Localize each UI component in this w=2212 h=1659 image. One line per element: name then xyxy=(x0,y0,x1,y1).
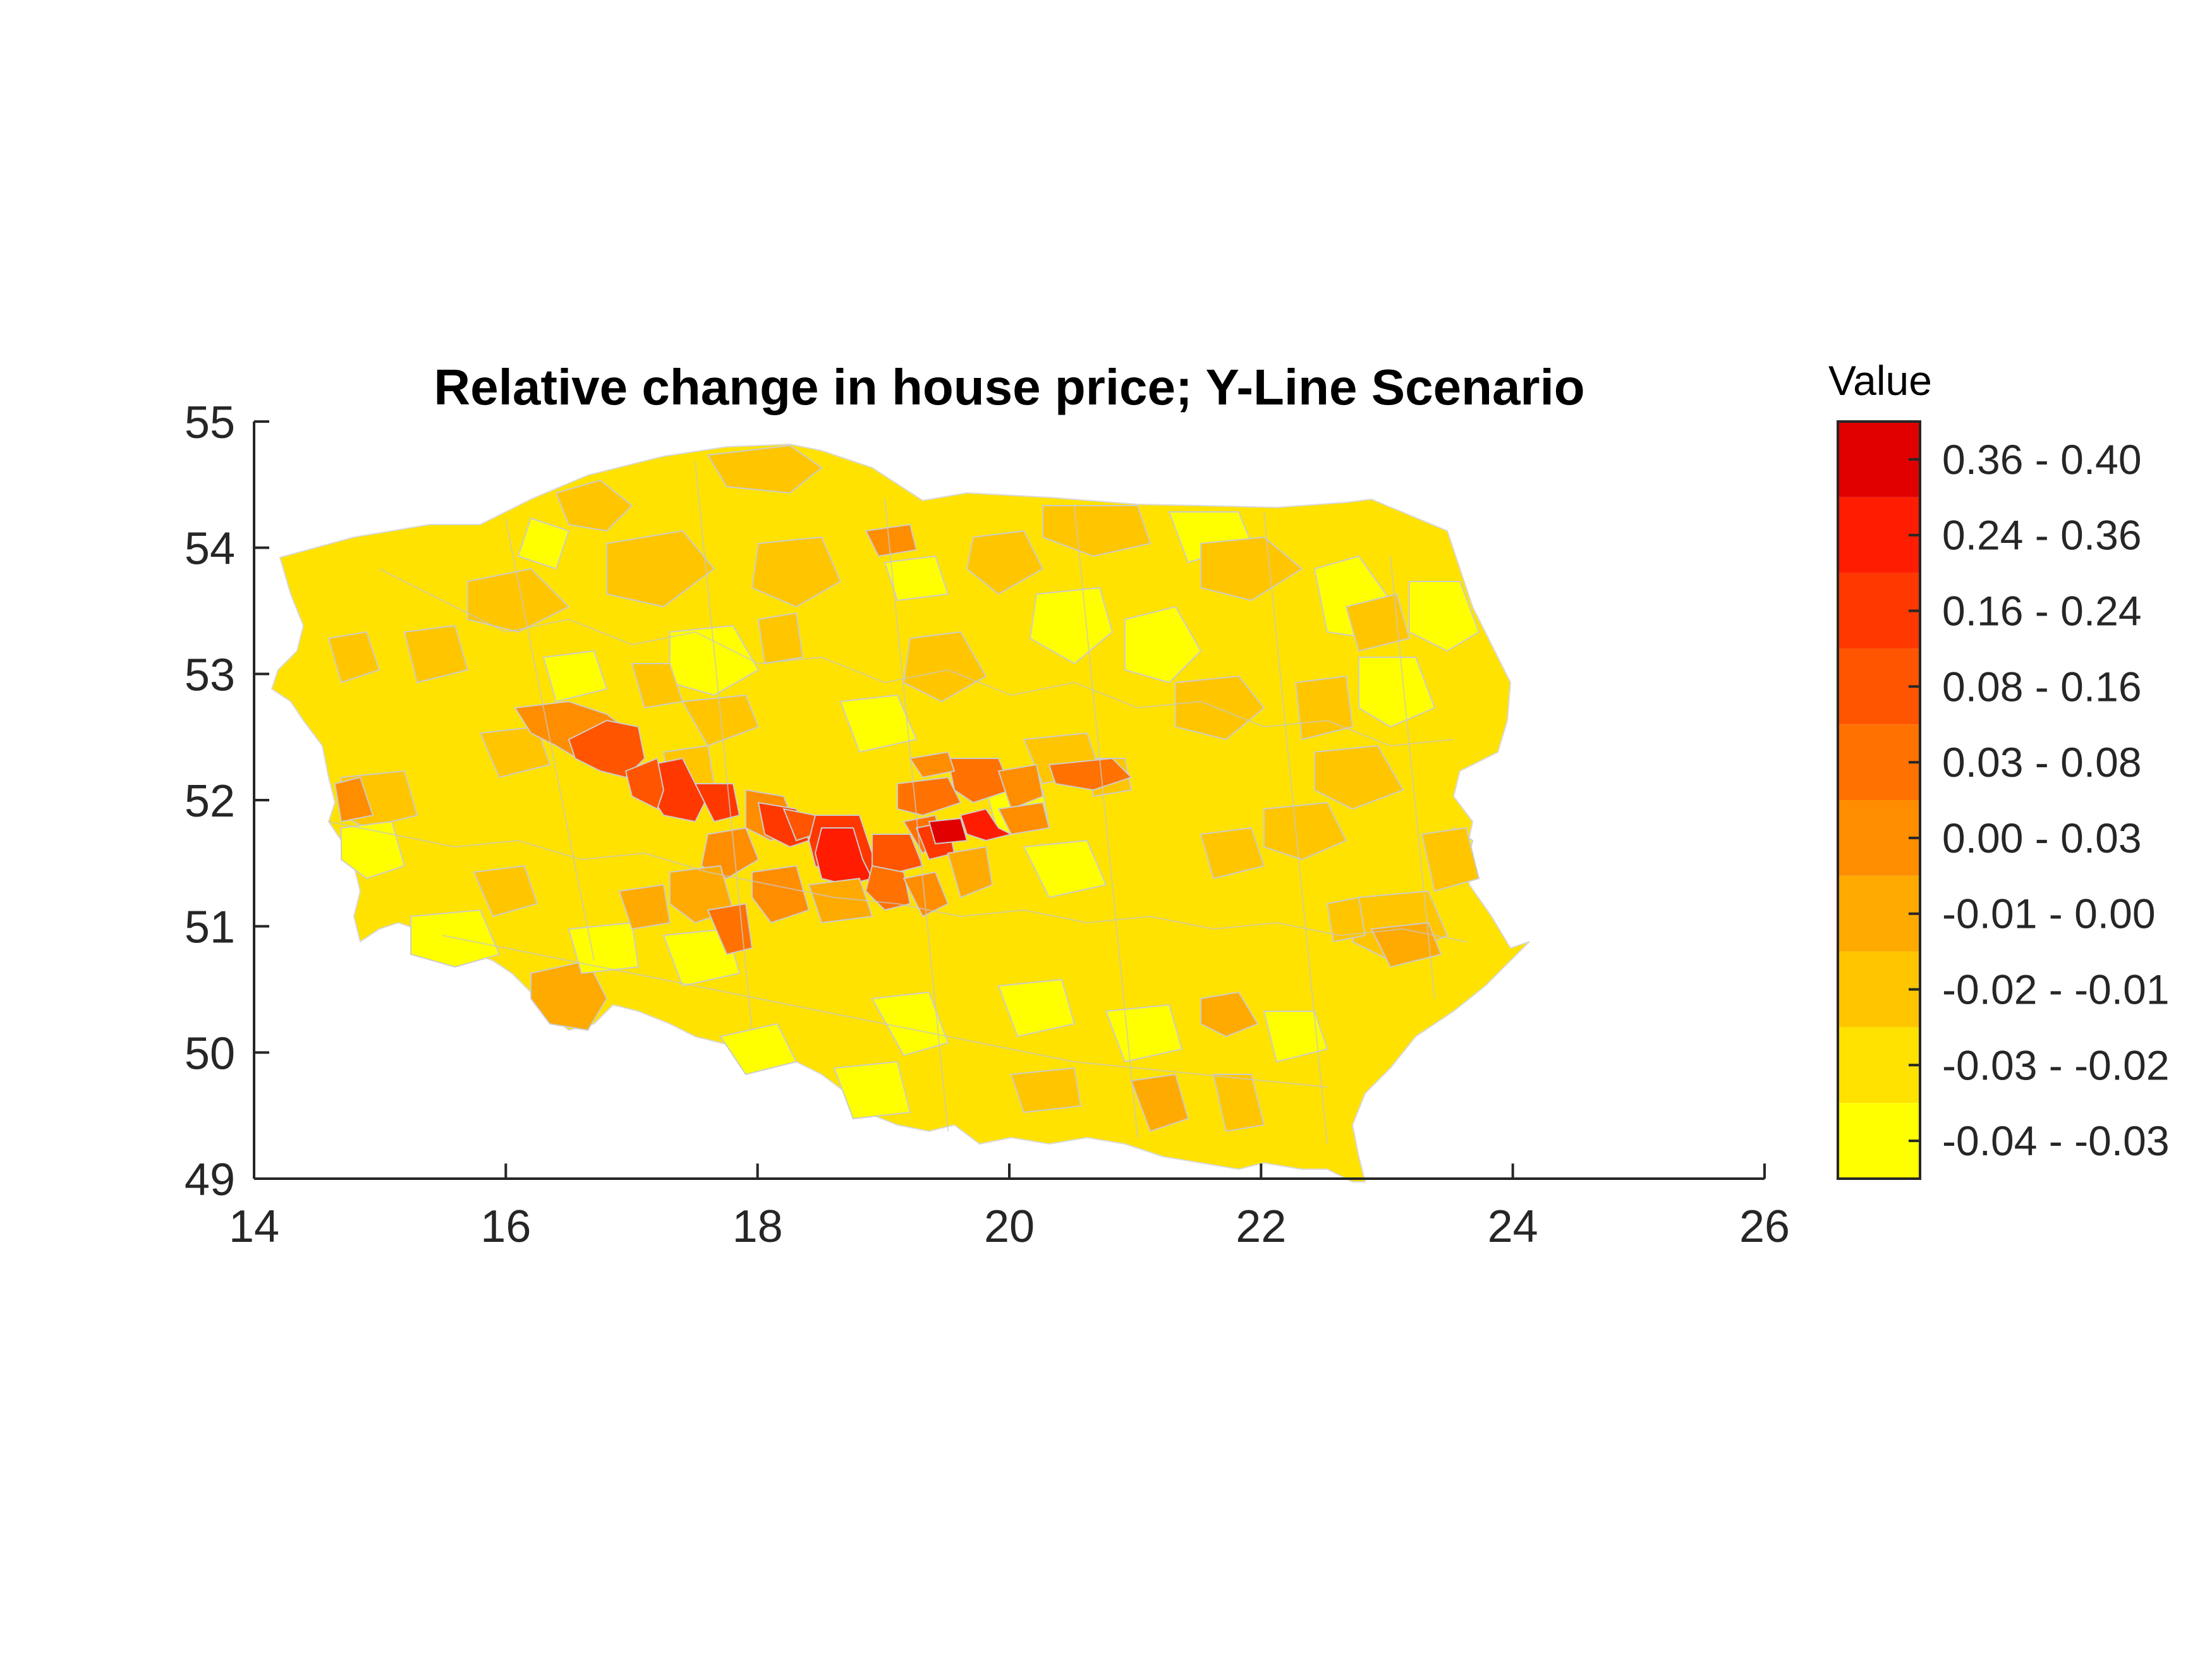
legend-swatch xyxy=(1838,497,1920,573)
legend-label: 0.16 - 0.24 xyxy=(1942,588,2142,635)
legend-title: Value xyxy=(1828,357,1932,404)
legend-swatch xyxy=(1838,422,1920,497)
legend-bins: 0.36 - 0.40 0.24 - 0.36 0.16 - 0.24 0.08 - … xyxy=(1838,422,2170,1179)
chart-title: Relative change in house price; Y-Line S… xyxy=(434,359,1584,415)
legend-frame xyxy=(1837,420,1921,1180)
x-tick-label: 14 xyxy=(229,1201,279,1252)
x-tick-label: 22 xyxy=(1236,1201,1286,1252)
y-tick-label: 53 xyxy=(185,650,235,700)
legend-label: -0.01 - 0.00 xyxy=(1942,890,2156,937)
country-outline xyxy=(270,443,1530,1182)
legend-swatch xyxy=(1838,1103,1920,1179)
x-tick-label: 16 xyxy=(480,1201,531,1252)
y-tick-label: 54 xyxy=(185,524,235,574)
y-tick-label: 50 xyxy=(185,1028,235,1079)
legend-swatch xyxy=(1838,573,1920,649)
district-borders xyxy=(328,461,1467,1145)
x-tick-label: 26 xyxy=(1739,1201,1790,1252)
legend-label: 0.24 - 0.36 xyxy=(1942,512,2142,559)
legend-label: 0.03 - 0.08 xyxy=(1942,739,2142,786)
poland-map xyxy=(270,443,1530,1182)
legend-label: -0.03 - -0.02 xyxy=(1942,1042,2170,1088)
legend-label: 0.00 - 0.03 xyxy=(1942,815,2142,861)
map-axes: 14 16 18 20 22 24 26 49 50 51 52 53 54 55 xyxy=(185,398,1790,1252)
x-tick-label: 18 xyxy=(732,1201,783,1252)
legend-label: -0.04 - -0.03 xyxy=(1942,1117,2170,1164)
legend-swatch xyxy=(1838,800,1920,876)
x-tick-label: 20 xyxy=(984,1201,1035,1252)
legend: Value 0.36 - 0.400.24 - 0.360.16 - 0.240… xyxy=(1828,357,2170,1180)
legend-swatch xyxy=(1838,875,1920,952)
x-tick-label: 24 xyxy=(1488,1201,1538,1252)
legend-swatch xyxy=(1838,648,1920,725)
x-axis-ticks: 14 16 18 20 22 24 26 xyxy=(229,1164,1790,1252)
legend-swatch xyxy=(1838,1027,1920,1103)
y-tick-label: 51 xyxy=(185,902,235,953)
legend-swatch xyxy=(1838,724,1920,800)
legend-label: -0.02 - -0.01 xyxy=(1942,966,2170,1013)
y-axis-ticks: 49 50 51 52 53 54 55 xyxy=(185,398,269,1205)
legend-label: 0.36 - 0.40 xyxy=(1942,436,2142,483)
legend-swatch xyxy=(1838,951,1920,1028)
legend-label: 0.08 - 0.16 xyxy=(1942,663,2142,710)
hotspot-districts xyxy=(514,700,1133,956)
y-tick-label: 49 xyxy=(185,1155,235,1205)
y-tick-label: 55 xyxy=(185,398,235,448)
y-tick-label: 52 xyxy=(185,776,235,827)
